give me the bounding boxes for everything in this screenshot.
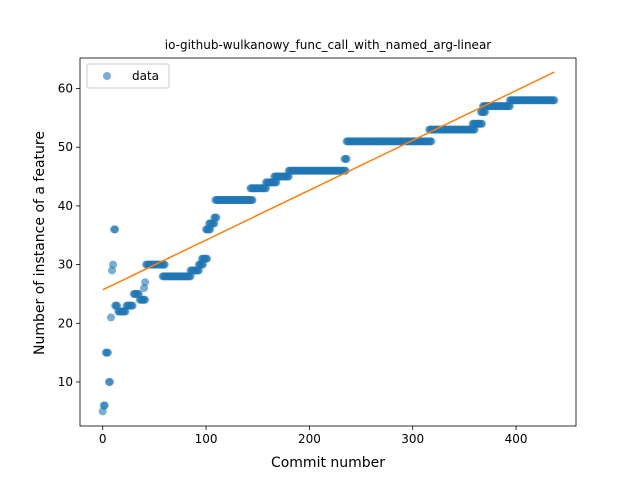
x-tick-label: 0 (99, 432, 107, 446)
legend-box (86, 63, 170, 89)
legend-marker (103, 72, 111, 80)
x-tick-label: 100 (195, 432, 218, 446)
data-point (342, 154, 351, 163)
data-point (111, 225, 120, 234)
y-tick-label: 60 (58, 82, 73, 96)
y-tick-label: 30 (58, 258, 73, 272)
data-point (128, 301, 137, 310)
data-point (341, 166, 350, 175)
x-tick-label: 200 (298, 432, 321, 446)
data-point (203, 254, 212, 263)
data-point (141, 295, 150, 304)
x-tick-label: 400 (505, 432, 528, 446)
data-point (103, 348, 112, 357)
legend: data (86, 63, 170, 89)
data-point (248, 196, 257, 205)
data-point (100, 401, 109, 410)
data-point (160, 260, 169, 269)
y-tick-label: 20 (58, 316, 73, 330)
data-point (427, 137, 436, 146)
axis-ticks: 0 100 200 300 400 10 20 30 40 50 60 (58, 82, 528, 446)
y-tick-label: 10 (58, 375, 73, 389)
data-point (141, 278, 150, 287)
data-point (105, 377, 114, 386)
axes-frame (79, 57, 577, 427)
y-axis-label: Number of instance of a feature (32, 131, 48, 355)
x-tick-label: 300 (401, 432, 424, 446)
data-point (212, 213, 221, 222)
x-axis-label: Commit number (271, 455, 385, 471)
data-point (107, 313, 115, 322)
legend-label: data (132, 69, 159, 83)
data-point (550, 96, 559, 105)
plot-area (98, 71, 559, 416)
data-point (109, 260, 118, 269)
y-tick-label: 50 (58, 140, 73, 154)
fit-line (102, 71, 555, 291)
data-point (477, 119, 486, 128)
y-tick-label: 40 (58, 199, 73, 213)
chart-title: io-github-wulkanowy_func_call_with_named… (165, 38, 492, 52)
